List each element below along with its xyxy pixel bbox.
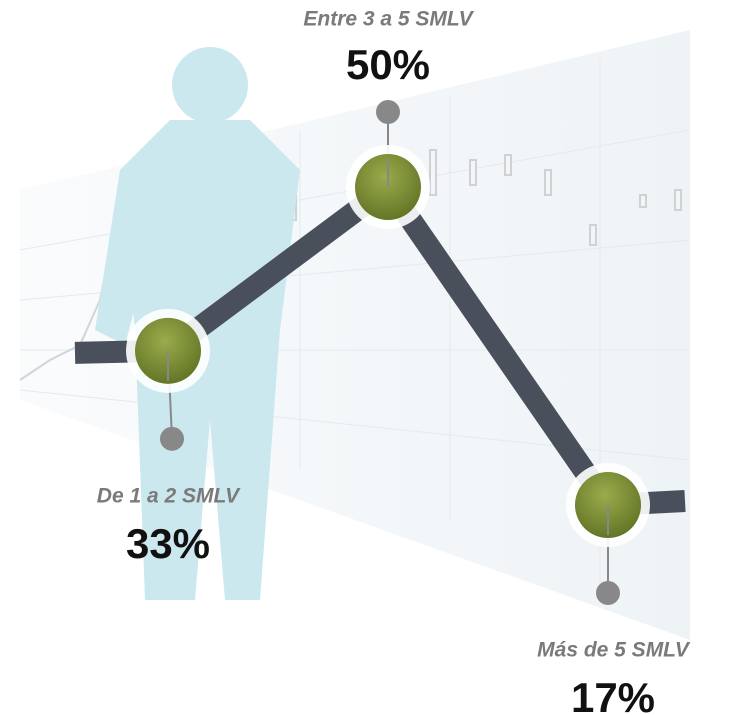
- value-label: 17%: [571, 674, 655, 715]
- category-label: Más de 5 SMLV: [537, 639, 691, 662]
- category-label: De 1 a 2 SMLV: [97, 484, 241, 507]
- value-label: 33%: [126, 520, 210, 567]
- category-label: Entre 3 a 5 SMLV: [303, 8, 474, 31]
- pin-dot: [596, 581, 620, 605]
- background: [20, 30, 690, 640]
- chart: De 1 a 2 SMLV 33% Entre 3 a 5 SMLV 50% Más d…: [0, 0, 730, 715]
- pin-dot: [376, 100, 400, 124]
- page: De 1 a 2 SMLV 33% Entre 3 a 5 SMLV 50% Más d…: [0, 0, 730, 715]
- pin-dot: [160, 427, 184, 451]
- value-label: 50%: [346, 41, 430, 88]
